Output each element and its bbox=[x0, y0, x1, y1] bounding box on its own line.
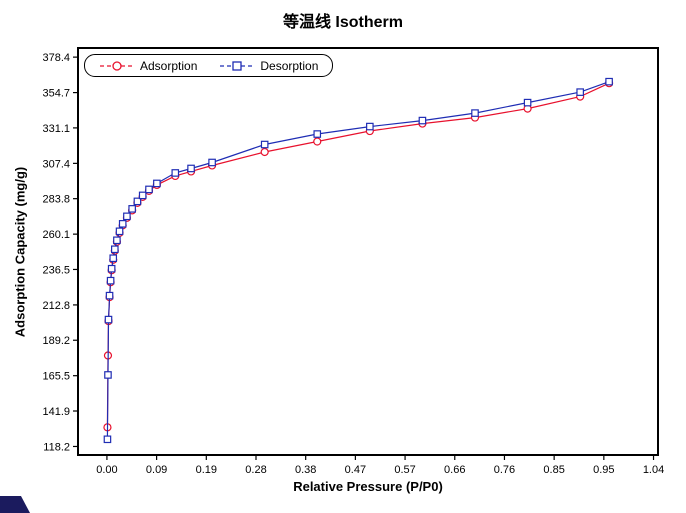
svg-text:212.8: 212.8 bbox=[42, 300, 70, 312]
svg-text:0.57: 0.57 bbox=[394, 464, 415, 476]
svg-text:0.19: 0.19 bbox=[196, 464, 217, 476]
svg-text:236.5: 236.5 bbox=[42, 264, 70, 276]
legend-item-adsorption: Adsorption bbox=[99, 59, 197, 73]
legend-item-desorption: Desorption bbox=[219, 59, 318, 73]
svg-text:1.04: 1.04 bbox=[643, 464, 664, 476]
svg-text:260.1: 260.1 bbox=[42, 229, 70, 241]
svg-text:331.1: 331.1 bbox=[42, 123, 70, 135]
svg-text:165.5: 165.5 bbox=[42, 371, 70, 383]
legend-label-adsorption: Adsorption bbox=[140, 58, 198, 73]
svg-text:0.28: 0.28 bbox=[245, 464, 266, 476]
corner-decoration bbox=[0, 496, 30, 513]
svg-text:0.38: 0.38 bbox=[295, 464, 316, 476]
svg-text:0.76: 0.76 bbox=[494, 464, 515, 476]
y-axis-label: Adsorption Capacity (mg/g) bbox=[12, 166, 28, 338]
svg-text:283.8: 283.8 bbox=[42, 194, 70, 206]
chart-title: 等温线 Isotherm bbox=[282, 14, 404, 31]
legend: Adsorption Desorption bbox=[84, 54, 334, 77]
svg-text:141.9: 141.9 bbox=[42, 406, 70, 418]
desorption-line-square-icon bbox=[220, 60, 255, 71]
legend-label-desorption: Desorption bbox=[260, 58, 319, 73]
adsorption-line-circle-icon bbox=[100, 60, 134, 71]
svg-text:189.2: 189.2 bbox=[42, 335, 70, 347]
svg-text:354.7: 354.7 bbox=[42, 88, 70, 100]
svg-text:378.4: 378.4 bbox=[42, 52, 70, 64]
svg-text:0.85: 0.85 bbox=[543, 464, 564, 476]
svg-text:0.95: 0.95 bbox=[593, 464, 614, 476]
x-axis-label: Relative Pressure (P/P0) bbox=[293, 479, 443, 494]
svg-text:0.47: 0.47 bbox=[345, 464, 366, 476]
svg-text:118.2: 118.2 bbox=[43, 441, 70, 453]
svg-text:0.00: 0.00 bbox=[96, 464, 117, 476]
svg-text:0.09: 0.09 bbox=[146, 464, 167, 476]
svg-text:0.66: 0.66 bbox=[444, 464, 465, 476]
svg-text:307.4: 307.4 bbox=[42, 158, 70, 170]
